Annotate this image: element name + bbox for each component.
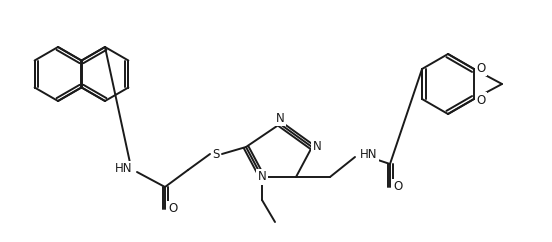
Text: O: O xyxy=(476,61,486,75)
Text: S: S xyxy=(213,148,220,160)
Text: O: O xyxy=(476,93,486,106)
Text: O: O xyxy=(168,203,178,215)
Text: N: N xyxy=(312,141,321,153)
Text: HN: HN xyxy=(360,149,378,161)
Text: N: N xyxy=(258,171,267,183)
Text: N: N xyxy=(275,112,284,124)
Text: O: O xyxy=(394,181,402,194)
Text: HN: HN xyxy=(114,162,132,175)
